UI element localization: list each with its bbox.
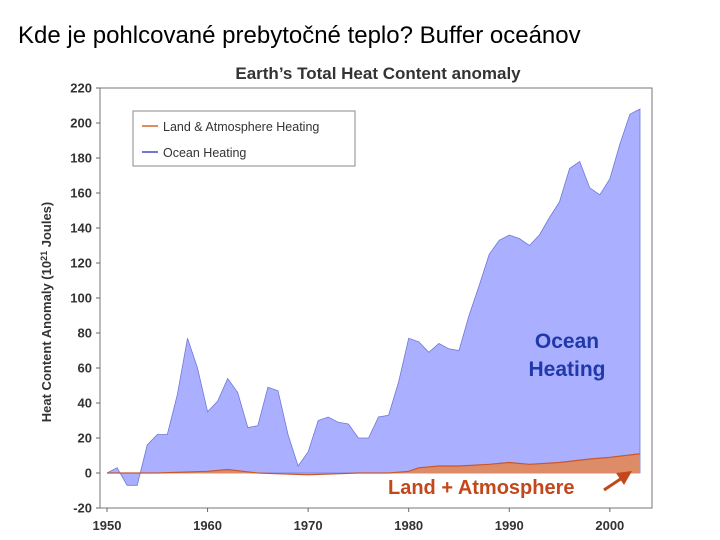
y-tick-label: 100 [70, 291, 92, 306]
y-tick-label: 200 [70, 116, 92, 131]
legend-box [132, 110, 356, 167]
series-area-land-atmosphere-heating [107, 453, 640, 475]
legend-label-land-atmosphere: Land & Atmosphere Heating [163, 120, 319, 134]
y-axis-label-unit: Joules) [39, 202, 54, 251]
slide-title: Kde je pohlcované prebytočné teplo? Buff… [18, 22, 581, 49]
y-tick-label: -20 [73, 501, 92, 516]
y-axis-label: Heat Content Anomaly (1021 Joules) [39, 202, 54, 422]
series-line-land-atmosphere-heating [107, 453, 641, 476]
series-area-ocean-heating [106, 108, 641, 486]
y-tick-label: 140 [70, 221, 92, 236]
legend: Land & Atmosphere Heating Ocean Heating [132, 110, 356, 167]
x-axis-ticks: 1950 1960 1970 1980 1990 2000 [93, 508, 624, 533]
x-tick-label: 2000 [595, 518, 624, 533]
y-axis-ticks: -20 0 20 40 60 80 100 120 140 160 180 200 220 [70, 81, 100, 516]
y-axis-label-main: Heat Content Anomaly (10 [39, 261, 54, 422]
y-axis-label-exponent: 21 [39, 251, 49, 261]
legend-label-ocean: Ocean Heating [163, 146, 246, 160]
y-tick-label: 60 [78, 361, 92, 376]
y-tick-label: 120 [70, 256, 92, 271]
y-tick-label: 160 [70, 186, 92, 201]
x-tick-label: 1960 [193, 518, 222, 533]
annotation-arrow-icon [603, 471, 632, 492]
x-tick-label: 1980 [394, 518, 423, 533]
y-tick-label: 40 [78, 396, 92, 411]
x-tick-label: 1990 [495, 518, 524, 533]
y-tick-label: 220 [70, 81, 92, 96]
y-tick-label: 20 [78, 431, 92, 446]
annotation-ocean-heating-line1: Ocean [535, 330, 599, 353]
y-tick-label: 80 [78, 326, 92, 341]
y-tick-label: 180 [70, 151, 92, 166]
annotation-ocean-heating-line2: Heating [528, 358, 605, 381]
chart-title: Earth’s Total Heat Content anomaly [235, 64, 521, 83]
x-tick-label: 1950 [93, 518, 122, 533]
y-tick-label: 0 [85, 466, 92, 481]
annotation-land-atmosphere: Land + Atmosphere [388, 477, 575, 499]
x-tick-label: 1970 [294, 518, 323, 533]
